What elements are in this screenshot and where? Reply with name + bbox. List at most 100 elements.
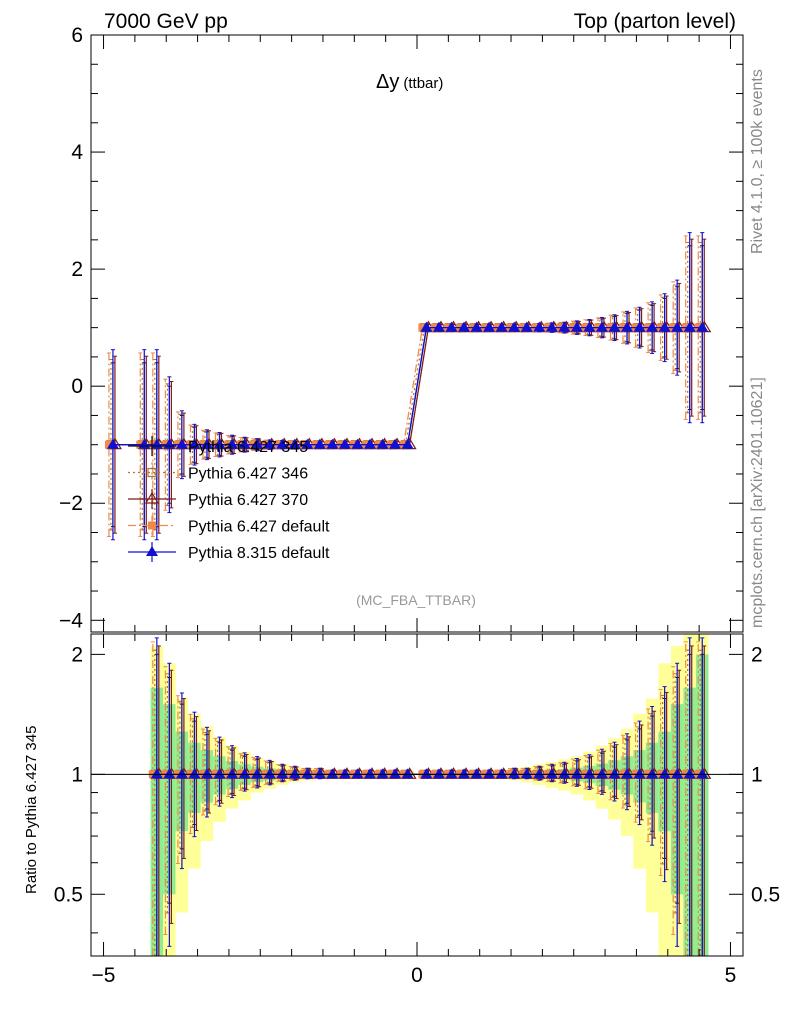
- main-data-point: [326, 438, 339, 449]
- legend-label: Pythia 6.427 370: [188, 492, 308, 509]
- analysis-tag: (MC_FBA_TTBAR): [356, 592, 476, 608]
- ratio-panel: 0.5 0.5 1 1 2 2 −5 0 5 Ratio to Pythia 6.427 345: [23, 633, 780, 987]
- main-data-point: [595, 321, 608, 332]
- main-ytick-label: 4: [71, 141, 83, 164]
- ratio-data-point: [150, 768, 163, 779]
- main-data-point: [301, 438, 314, 449]
- main-data-point: [483, 321, 496, 332]
- main-series-line: [108, 326, 699, 446]
- main-data-point: [226, 438, 239, 449]
- main-data-point: [401, 438, 414, 449]
- main-data-point: [288, 438, 301, 449]
- main-ytick-label: −2: [59, 492, 83, 515]
- ratio-ytick-label-right: 1: [751, 763, 763, 786]
- ratio-data-point: [533, 768, 546, 779]
- main-data-point: [470, 321, 483, 332]
- main-data-point: [276, 438, 289, 449]
- main-data-point: [570, 321, 583, 332]
- legend-label: Pythia 6.427 default: [188, 519, 330, 536]
- main-series: [106, 232, 709, 541]
- ratio-data-point: [432, 768, 445, 779]
- legend-entry: Pythia 6.427 345: [128, 436, 308, 456]
- ratio-ytick-label-left: 2: [71, 643, 83, 666]
- main-data-point: [696, 321, 709, 332]
- main-data-point: [558, 321, 571, 332]
- ratio-data-point: [251, 768, 264, 779]
- ratio-data-point: [658, 768, 671, 779]
- ratio-data-point: [696, 768, 709, 779]
- main-data-point: [338, 438, 351, 449]
- main-series: [107, 238, 712, 534]
- main-data-point: [188, 438, 201, 449]
- main-data-point: [251, 438, 264, 449]
- main-data-point: [445, 321, 458, 332]
- main-data-point: [646, 321, 659, 332]
- main-data-point: [533, 321, 546, 332]
- ratio-data-point: [263, 768, 276, 779]
- ratio-data-point: [508, 768, 521, 779]
- legend-marker: [146, 546, 158, 556]
- ratio-ytick-label-left: 1: [71, 763, 83, 786]
- main-data-point: [238, 438, 251, 449]
- ratio-data-point: [458, 768, 471, 779]
- ratio-data-point: [213, 768, 226, 779]
- legend-label: Pythia 6.427 345: [188, 439, 308, 456]
- ratio-data-point: [558, 768, 571, 779]
- ratio-data-point: [608, 768, 621, 779]
- main-data-point: [376, 438, 389, 449]
- ratio-data-point: [445, 768, 458, 779]
- main-data-point: [545, 321, 558, 332]
- main-data-point: [106, 438, 119, 449]
- legend-entry: Pythia 6.427 346: [128, 462, 308, 483]
- ratio-ytick-label-right: 2: [751, 643, 763, 666]
- main-data-layer: [104, 232, 712, 541]
- main-data-point: [104, 440, 113, 449]
- main-ytick-label: 6: [71, 24, 83, 47]
- main-frame: [90, 34, 744, 633]
- ratio-data-point: [389, 768, 402, 779]
- ratio-frame: [90, 633, 744, 957]
- mcplots-label: mcplots.cern.ch [arXiv:2401.10621]: [749, 377, 766, 628]
- ratio-data-point: [545, 768, 558, 779]
- main-data-point: [213, 438, 226, 449]
- ratio-data-point: [671, 768, 684, 779]
- main-data-point: [263, 438, 276, 449]
- main-data-point: [175, 438, 188, 449]
- ratio-data-point: [683, 768, 696, 779]
- ratio-data-point: [570, 768, 583, 779]
- ratio-data-point: [621, 768, 634, 779]
- ratio-data-point: [175, 768, 188, 779]
- ratio-data-point: [583, 768, 596, 779]
- main-data-point: [658, 321, 671, 332]
- main-series: [106, 241, 705, 531]
- main-series-line: [114, 326, 705, 446]
- ratio-ytick-label-left: 0.5: [54, 883, 83, 906]
- main-data-point: [683, 321, 696, 332]
- main-data-point: [608, 321, 621, 332]
- ratio-uncertainty-bands: [150, 634, 709, 956]
- ratio-data-point: [163, 768, 176, 779]
- process-label: Top (parton level): [574, 10, 736, 33]
- ratio-data-point: [276, 768, 289, 779]
- legend-marker: [147, 467, 157, 478]
- ratio-data-point: [226, 768, 239, 779]
- main-data-point: [200, 438, 213, 449]
- ratio-xtick-label: 5: [725, 964, 737, 987]
- ratio-data-point: [338, 768, 351, 779]
- ratio-data-point: [351, 768, 364, 779]
- ratio-data-point: [288, 768, 301, 779]
- ratio-axes: 0.5 0.5 1 1 2 2 −5 0 5: [54, 634, 780, 987]
- main-series-line: [112, 326, 703, 446]
- ratio-data-point: [595, 768, 608, 779]
- legend-marker: [148, 521, 156, 530]
- ratio-xtick-label: −5: [92, 964, 116, 987]
- main-data-point: [458, 321, 471, 332]
- main-panel: −4 −2 0 2 4 6 Δy (ttbar) (MC_FBA_TTBAR) Pythia…: [59, 24, 744, 633]
- ratio-data-point: [646, 768, 659, 779]
- ratio-data-point: [401, 768, 414, 779]
- energy-label: 7000 GeV pp: [104, 10, 228, 33]
- ratio-data-point: [483, 768, 496, 779]
- main-data-point: [432, 321, 445, 332]
- observable-symbol: Δy: [376, 71, 399, 93]
